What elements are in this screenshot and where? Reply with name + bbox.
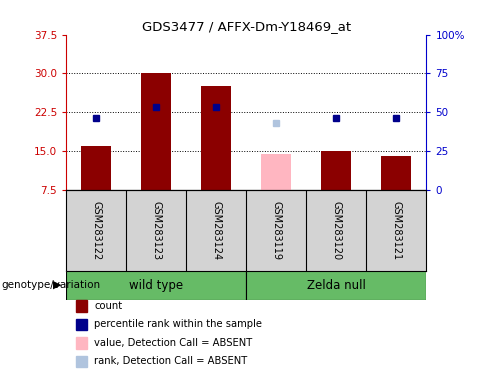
Title: GDS3477 / AFFX-Dm-Y18469_at: GDS3477 / AFFX-Dm-Y18469_at — [142, 20, 351, 33]
Text: percentile rank within the sample: percentile rank within the sample — [94, 319, 262, 329]
Text: GSM283119: GSM283119 — [271, 201, 281, 260]
Bar — [201, 86, 231, 190]
Text: GSM283122: GSM283122 — [91, 201, 101, 260]
Bar — [261, 154, 291, 190]
Text: GSM283124: GSM283124 — [211, 201, 221, 260]
Text: count: count — [94, 301, 122, 311]
Bar — [246, 271, 426, 300]
Text: genotype/variation: genotype/variation — [1, 280, 100, 290]
Text: GSM283120: GSM283120 — [331, 201, 341, 260]
Text: GSM283121: GSM283121 — [392, 201, 401, 260]
Bar — [141, 73, 171, 190]
Text: Zelda null: Zelda null — [307, 279, 366, 291]
Bar — [81, 146, 111, 190]
Bar — [321, 151, 351, 190]
Text: wild type: wild type — [129, 279, 183, 291]
Text: value, Detection Call = ABSENT: value, Detection Call = ABSENT — [94, 338, 252, 348]
Bar — [381, 156, 411, 190]
Text: rank, Detection Call = ABSENT: rank, Detection Call = ABSENT — [94, 356, 247, 366]
Text: GSM283123: GSM283123 — [151, 201, 161, 260]
Text: ▶: ▶ — [53, 280, 62, 290]
Bar — [66, 271, 246, 300]
